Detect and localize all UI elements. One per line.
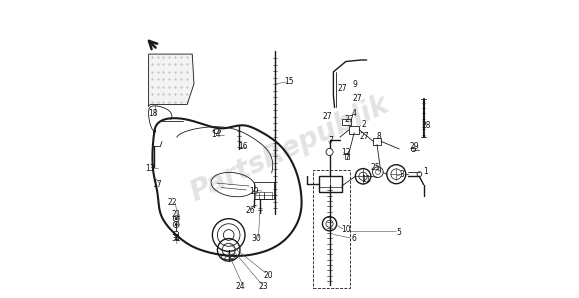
Bar (349, 126, 359, 134)
Text: 27: 27 (323, 112, 332, 122)
Text: 27: 27 (360, 132, 369, 141)
Text: 23: 23 (259, 282, 268, 291)
Text: 21: 21 (171, 210, 181, 219)
Text: 14: 14 (211, 130, 221, 139)
Bar (313, 170, 350, 288)
Text: 7: 7 (328, 136, 333, 145)
Text: 27: 27 (338, 84, 347, 93)
Text: 19: 19 (250, 187, 259, 195)
Text: 31: 31 (171, 234, 181, 243)
Text: 6: 6 (351, 234, 357, 243)
Text: 8: 8 (376, 132, 381, 141)
Text: 12: 12 (341, 148, 351, 157)
Text: 18: 18 (148, 109, 157, 119)
Text: 16: 16 (238, 142, 247, 151)
Text: 26: 26 (245, 206, 255, 215)
Bar (342, 119, 351, 125)
Text: 15: 15 (284, 77, 294, 86)
Text: 27: 27 (344, 115, 354, 124)
Circle shape (175, 224, 177, 226)
Circle shape (175, 218, 177, 220)
Text: 13: 13 (145, 164, 155, 173)
Bar (255, 192, 263, 198)
Text: 24: 24 (236, 282, 245, 291)
Text: 10: 10 (341, 225, 351, 234)
Text: 11: 11 (361, 175, 371, 184)
Polygon shape (149, 54, 194, 106)
Text: 17: 17 (152, 179, 162, 189)
Text: 1: 1 (424, 167, 428, 176)
Text: 2: 2 (361, 120, 366, 129)
Text: 3: 3 (399, 170, 404, 179)
Text: 4: 4 (351, 109, 357, 119)
Text: 27: 27 (352, 94, 362, 103)
Text: 20: 20 (263, 271, 273, 280)
Text: PartsRepublik: PartsRepublik (185, 91, 394, 207)
Text: 30: 30 (251, 234, 261, 243)
Bar (318, 176, 342, 192)
Bar (264, 192, 272, 198)
Text: 25: 25 (370, 163, 380, 172)
Text: 28: 28 (422, 121, 431, 130)
Bar (254, 182, 274, 199)
Text: 5: 5 (397, 228, 402, 237)
Text: 29: 29 (410, 142, 419, 151)
Text: 9: 9 (352, 80, 357, 89)
Bar (345, 153, 349, 159)
Bar (373, 138, 381, 145)
Text: 22: 22 (167, 198, 177, 207)
